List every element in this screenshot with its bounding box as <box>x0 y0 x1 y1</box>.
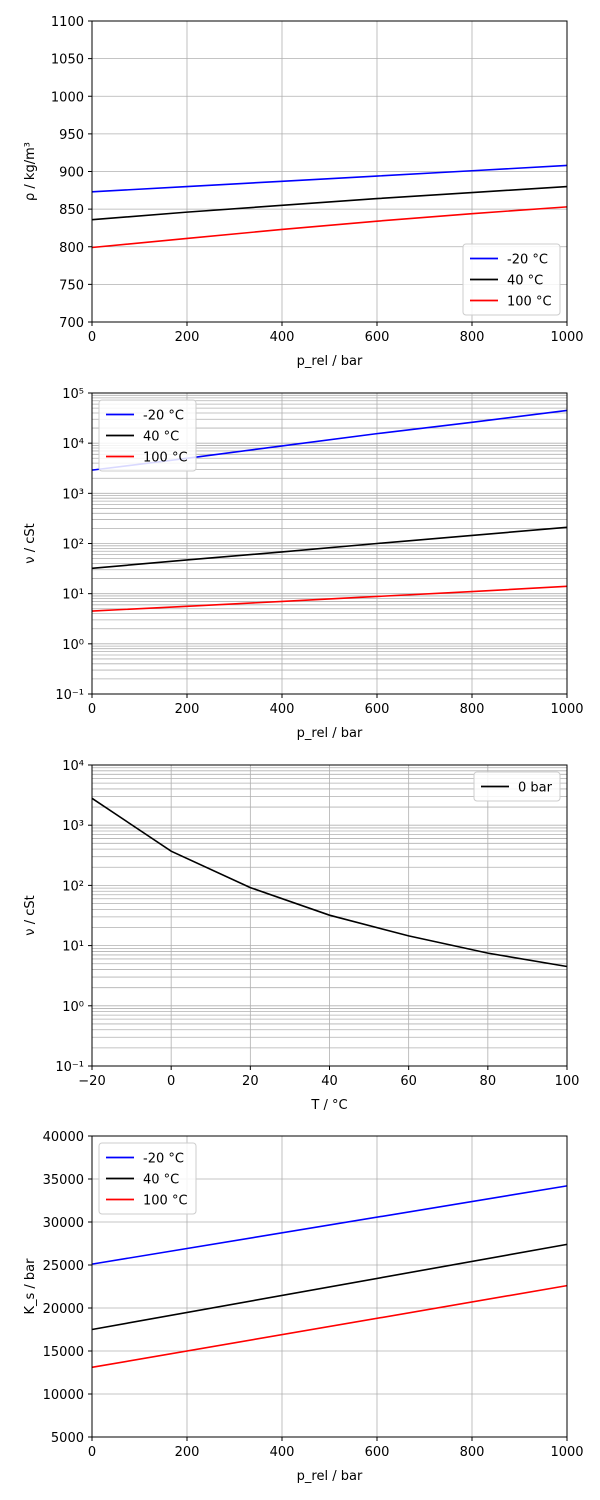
y-tick-label: 10⁰ <box>62 638 84 653</box>
y-tick-label: 10⁴ <box>62 437 84 452</box>
x-tick-label: 0 <box>88 702 96 717</box>
chart-4: 0 200 400 600 800 1000 5000 10000 15000 20000 2500… <box>23 1130 584 1484</box>
y-tick-label: 950 <box>59 128 84 143</box>
x-tick-label: 1000 <box>550 702 583 717</box>
legend-entry: -20 °C <box>507 253 548 268</box>
x-tick-label: 100 <box>555 1074 580 1089</box>
series-line-2 <box>91 185 568 221</box>
y-tick-label: 10¹ <box>62 588 84 603</box>
x-tick-label: 600 <box>365 702 390 717</box>
legend: -20 °C 40 °C 100 °C <box>98 1142 197 1215</box>
series-line-1 <box>91 1185 568 1265</box>
chart-3: −20 0 20 40 60 80 100 10⁻¹ 10⁰ 10¹ 10² 10³ 10⁴ T / °C… <box>23 759 579 1113</box>
legend: 0 bar <box>473 771 561 802</box>
x-tick-label: 20 <box>242 1074 259 1089</box>
y-tick-label: 15000 <box>43 1345 84 1360</box>
x-tick-label: 400 <box>270 1445 295 1460</box>
x-tick-label: 40 <box>321 1074 338 1089</box>
legend-box <box>98 1142 197 1215</box>
y-axis-label: ν / cSt <box>23 523 38 563</box>
legend-entry: 40 °C <box>143 1173 179 1188</box>
legend-box <box>473 771 561 802</box>
x-tick-label: 600 <box>365 1445 390 1460</box>
y-tick-label: 1100 <box>51 15 84 30</box>
x-tick-label: 600 <box>365 330 390 345</box>
y-tick-label: 40000 <box>43 1130 84 1145</box>
x-tick-label: 400 <box>270 330 295 345</box>
y-tick-label: 35000 <box>43 1173 84 1188</box>
y-tick-label: 1000 <box>51 90 84 105</box>
y-tick-label: 900 <box>59 166 84 181</box>
series-line-1 <box>91 164 568 193</box>
y-tick-label: 800 <box>59 241 84 256</box>
x-tick-label: 0 <box>88 330 96 345</box>
y-tick-label: 10⁻¹ <box>55 688 84 703</box>
x-axis-label: T / °C <box>310 1098 347 1113</box>
series-line-2 <box>91 526 568 570</box>
y-tick-label: 1050 <box>51 53 84 68</box>
y-tick-label: 10³ <box>62 819 84 834</box>
grid <box>91 1135 568 1438</box>
chart-2: 0 200 400 600 800 1000 10⁻¹ 10⁰ 10¹ 10² 10³ 10⁴ 10⁵ p… <box>23 387 584 741</box>
plot-frame <box>91 1135 568 1438</box>
y-tick-label: 10000 <box>43 1388 84 1403</box>
legend-entry: 40 °C <box>507 274 543 289</box>
legend-entry: 40 °C <box>143 430 179 445</box>
x-tick-label: 800 <box>460 330 485 345</box>
y-tick-label: 750 <box>59 278 84 293</box>
x-tick-label: 0 <box>88 1445 96 1460</box>
series-line-3 <box>91 585 568 612</box>
y-axis-label: K_s / bar <box>23 1258 38 1315</box>
y-tick-label: 10² <box>62 879 84 894</box>
y-axis-label: ρ / kg/m³ <box>23 142 38 201</box>
y-tick-label: 10⁵ <box>62 387 84 402</box>
y-tick-label: 10⁻¹ <box>55 1060 84 1075</box>
series-line-3 <box>91 1284 568 1369</box>
legend: -20 °C 40 °C 100 °C <box>462 243 561 316</box>
y-tick-label: 10³ <box>62 487 84 502</box>
y-tick-label: 10⁴ <box>62 759 84 774</box>
x-tick-label: 60 <box>400 1074 417 1089</box>
x-tick-label: 800 <box>460 702 485 717</box>
y-tick-label: 25000 <box>43 1259 84 1274</box>
y-tick-label: 10¹ <box>62 940 84 955</box>
legend-entry: 100 °C <box>143 451 188 466</box>
x-tick-label: 1000 <box>550 330 583 345</box>
x-tick-label: −20 <box>78 1074 105 1089</box>
y-tick-label: 20000 <box>43 1302 84 1317</box>
legend-box <box>462 243 561 316</box>
chart-1: 0 200 400 600 800 1000 700 750 800 850 900 950 1000 1… <box>23 15 584 369</box>
y-tick-label: 30000 <box>43 1216 84 1231</box>
series-line-1 <box>91 797 568 968</box>
x-tick-label: 200 <box>175 702 200 717</box>
x-tick-label: 200 <box>175 1445 200 1460</box>
legend-entry: 100 °C <box>507 295 552 310</box>
x-tick-label: 400 <box>270 702 295 717</box>
x-tick-label: 0 <box>167 1074 175 1089</box>
y-tick-label: 700 <box>59 316 84 331</box>
legend-entry: -20 °C <box>143 1152 184 1167</box>
x-axis-label: p_rel / bar <box>297 1469 363 1484</box>
legend-entry: 0 bar <box>518 781 553 796</box>
legend: -20 °C 40 °C 100 °C <box>98 399 197 472</box>
y-tick-label: 10⁰ <box>62 1000 84 1015</box>
x-axis-label: p_rel / bar <box>297 354 363 369</box>
x-tick-label: 200 <box>175 330 200 345</box>
x-tick-label: 1000 <box>550 1445 583 1460</box>
x-tick-label: 800 <box>460 1445 485 1460</box>
legend-entry: 100 °C <box>143 1194 188 1209</box>
y-tick-label: 850 <box>59 203 84 218</box>
legend-box <box>98 399 197 472</box>
series-line-3 <box>91 206 568 249</box>
x-axis-label: p_rel / bar <box>297 726 363 741</box>
series-line-2 <box>91 1243 568 1331</box>
y-axis-label: ν / cSt <box>23 895 38 935</box>
x-tick-label: 80 <box>480 1074 497 1089</box>
y-tick-label: 5000 <box>51 1431 84 1446</box>
y-tick-label: 10² <box>62 538 84 553</box>
legend-entry: -20 °C <box>143 409 184 424</box>
